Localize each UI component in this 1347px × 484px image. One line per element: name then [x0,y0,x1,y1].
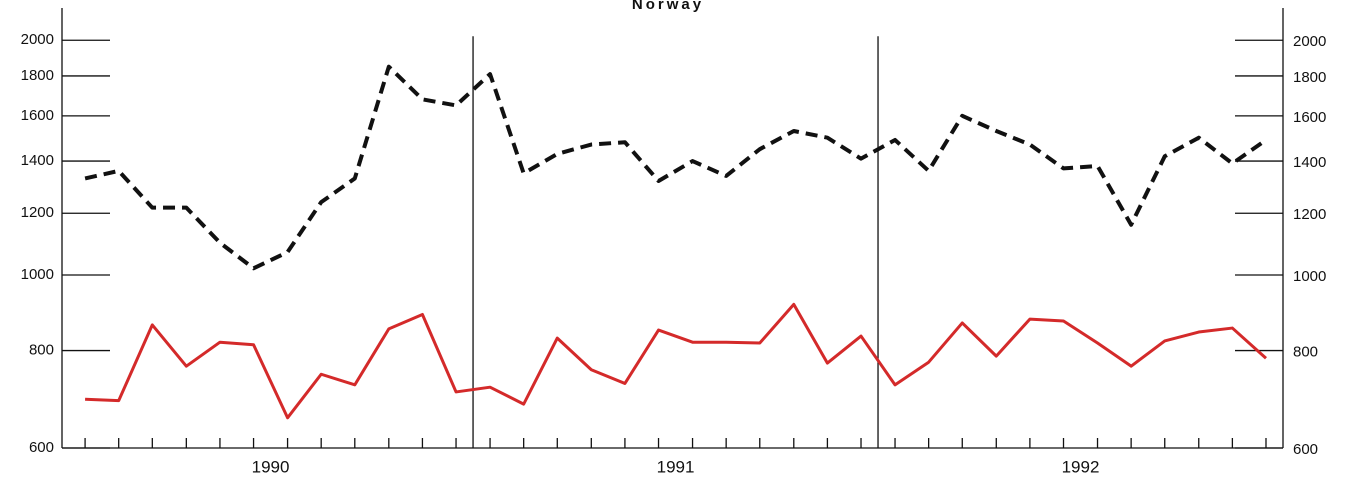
y-tick-label-right: 2000 [1293,33,1326,50]
y-tick-label: 800 [29,342,54,359]
y-tick-label-right: 1400 [1293,154,1326,171]
y-tick-label: 600 [29,439,54,456]
x-tick-label: 1990 [252,457,290,476]
y-tick-label: 1800 [21,67,54,84]
y-tick-label: 1600 [21,107,54,124]
y-tick-label-right: 1000 [1293,268,1326,285]
y-tick-label-right: 600 [1293,441,1318,458]
x-tick-label: 1992 [1062,457,1100,476]
y-tick-label-right: 800 [1293,344,1318,361]
y-tick-label: 1000 [21,266,54,283]
y-tick-label: 1200 [21,204,54,221]
series-line [84,64,1268,271]
x-tick-label: 1991 [657,457,695,476]
y-tick-label-right: 1800 [1293,69,1326,86]
chart-title: Norway [632,0,704,13]
series-line [85,302,1267,420]
y-tick-label-right: 1200 [1293,206,1326,223]
y-tick-label-right: 1600 [1293,109,1326,126]
y-tick-label: 2000 [21,31,54,48]
y-tick-label: 1400 [21,152,54,169]
